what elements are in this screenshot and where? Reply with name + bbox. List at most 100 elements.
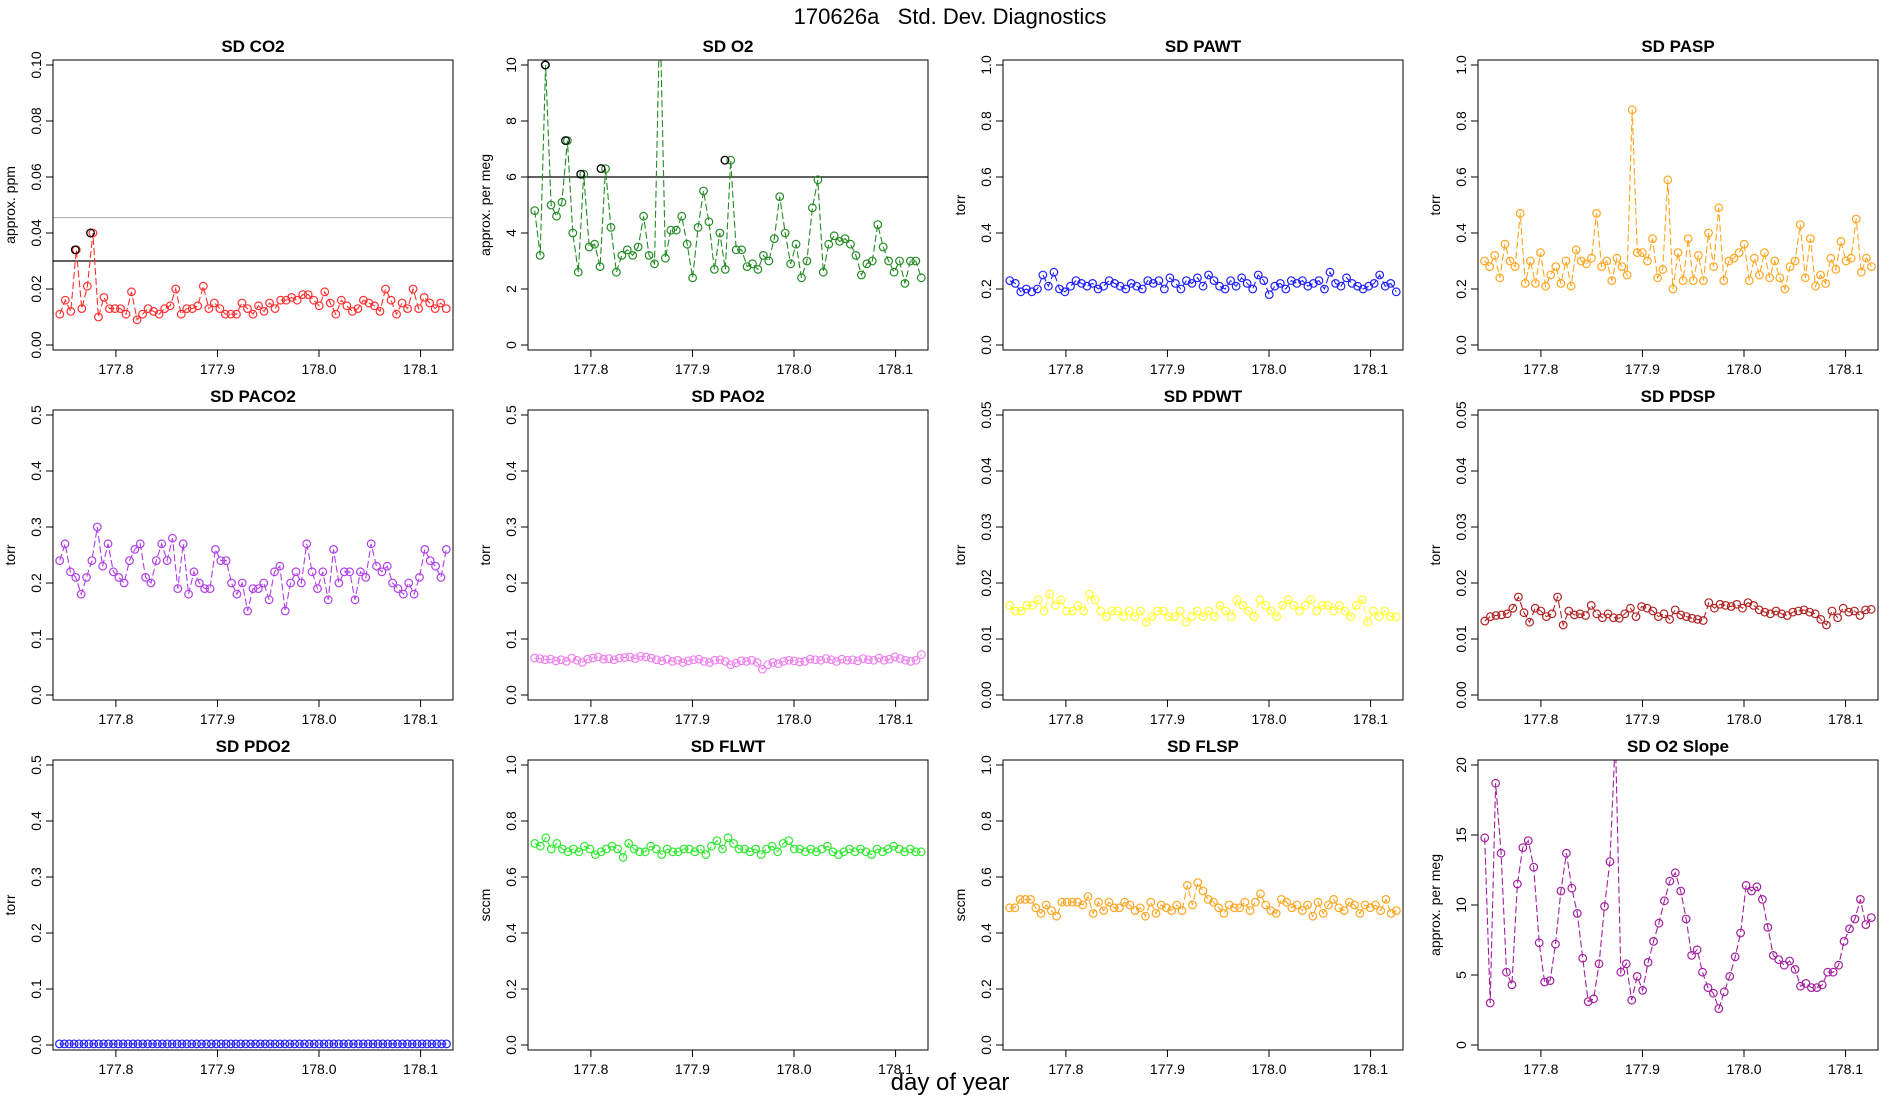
- data-point: [1693, 615, 1702, 624]
- data-point: [270, 1039, 280, 1049]
- data-point: [846, 239, 855, 249]
- panel-sd-o2: SD O2 approx. per meg 0 2 4 6 8 10 177.8 177.9 178…: [477, 5, 929, 377]
- data-point: [1036, 909, 1046, 918]
- x-tick-label: 178.1: [403, 361, 438, 377]
- data-point: [1754, 605, 1764, 615]
- data-point: [916, 650, 926, 660]
- data-point: [1692, 945, 1702, 955]
- data-point: [1788, 607, 1798, 617]
- data-point: [1592, 609, 1602, 619]
- data-point: [595, 262, 605, 272]
- data-point: [1021, 284, 1031, 294]
- data-point: [168, 533, 177, 543]
- data-point: [656, 5, 664, 13]
- plot-area: [55, 522, 451, 616]
- data-point: [894, 844, 904, 854]
- series-line: [59, 232, 447, 321]
- data-point: [590, 239, 600, 249]
- data-point: [151, 556, 161, 565]
- data-point: [1561, 848, 1571, 858]
- data-point: [693, 222, 703, 232]
- data-point: [1226, 276, 1236, 286]
- data-point: [709, 265, 719, 274]
- data-point: [275, 1039, 285, 1049]
- data-point: [1816, 615, 1826, 624]
- y-tick-label: 0.0: [978, 335, 994, 355]
- plot-frame: [527, 59, 929, 351]
- y-tick-label: 0.8: [1453, 111, 1469, 131]
- data-point: [265, 1039, 275, 1049]
- series-line: [59, 526, 447, 612]
- x-tick-label: 177.9: [1625, 361, 1660, 377]
- x-tick-label: 177.8: [98, 361, 133, 377]
- data-point: [259, 578, 269, 588]
- panel-sd-pdsp: SD PDSP torr 0.00 0.01 0.02 0.03 0.04 0.05 177.8…: [1427, 387, 1879, 727]
- data-point: [1491, 611, 1501, 620]
- data-point: [1094, 897, 1103, 907]
- y-tick-label: 6: [503, 173, 519, 181]
- data-point: [130, 545, 140, 554]
- data-point: [1248, 284, 1258, 294]
- x-tick-label: 178.0: [301, 361, 336, 377]
- data-point: [270, 567, 279, 577]
- data-point: [699, 186, 708, 196]
- data-point: [1203, 895, 1213, 904]
- data-point: [441, 545, 451, 554]
- data-point: [1237, 273, 1247, 283]
- data-point: [1198, 886, 1208, 896]
- y-tick-label: 20: [1453, 757, 1469, 773]
- data-point: [60, 295, 70, 305]
- data-point: [1749, 253, 1759, 263]
- data-point: [302, 539, 312, 549]
- data-point: [1665, 615, 1674, 624]
- data-point: [1146, 897, 1156, 907]
- data-point: [629, 844, 639, 854]
- data-point: [82, 573, 91, 582]
- data-point: [1109, 903, 1119, 913]
- data-point: [821, 654, 831, 663]
- data-point: [599, 654, 608, 664]
- data-point: [1699, 276, 1708, 286]
- x-tick-label: 177.8: [1523, 361, 1558, 377]
- data-point: [1534, 938, 1544, 948]
- data-point: [1130, 612, 1140, 621]
- data-point: [1556, 886, 1566, 896]
- data-point: [535, 250, 545, 260]
- data-point: [1594, 959, 1604, 969]
- data-point: [1530, 603, 1540, 613]
- data-point: [535, 841, 545, 851]
- data-point: [883, 844, 893, 854]
- data-point: [1045, 589, 1055, 599]
- data-point: [1569, 610, 1579, 620]
- data-point: [546, 200, 556, 210]
- data-point: [625, 652, 635, 662]
- data-point: [673, 655, 683, 665]
- data-point: [281, 295, 291, 305]
- data-point: [1283, 595, 1293, 605]
- data-point: [187, 1039, 197, 1049]
- data-point: [1188, 900, 1197, 910]
- panel-sd-flsp: SD FLSP sccm 0.0 0.2 0.4 0.6 0.8 1.0 177.8 177.9 1…: [952, 737, 1404, 1077]
- data-point: [906, 657, 916, 666]
- data-point: [1602, 256, 1612, 266]
- data-point: [822, 841, 832, 851]
- data-point: [911, 256, 921, 266]
- data-point: [1851, 214, 1861, 224]
- data-point: [344, 1039, 353, 1049]
- outlier-point: [720, 155, 730, 165]
- x-tick-label: 177.9: [200, 711, 235, 727]
- data-point: [1698, 616, 1708, 625]
- data-point: [1627, 105, 1637, 115]
- y-tick-label: 0: [1453, 1041, 1469, 1049]
- data-point: [1096, 606, 1106, 616]
- data-point: [1551, 262, 1561, 272]
- panel-sd-pdo2: SD PDO2 torr 0.0 0.1 0.2 0.3 0.4 0.5 177.8 177.9 1…: [2, 737, 454, 1077]
- data-point: [211, 545, 220, 554]
- data-point: [353, 1039, 363, 1049]
- y-axis-label: sccm: [952, 889, 968, 922]
- data-point: [1214, 903, 1224, 913]
- data-point: [202, 1039, 211, 1049]
- data-point: [1115, 281, 1125, 291]
- data-point: [662, 654, 672, 664]
- data-point: [1799, 605, 1809, 615]
